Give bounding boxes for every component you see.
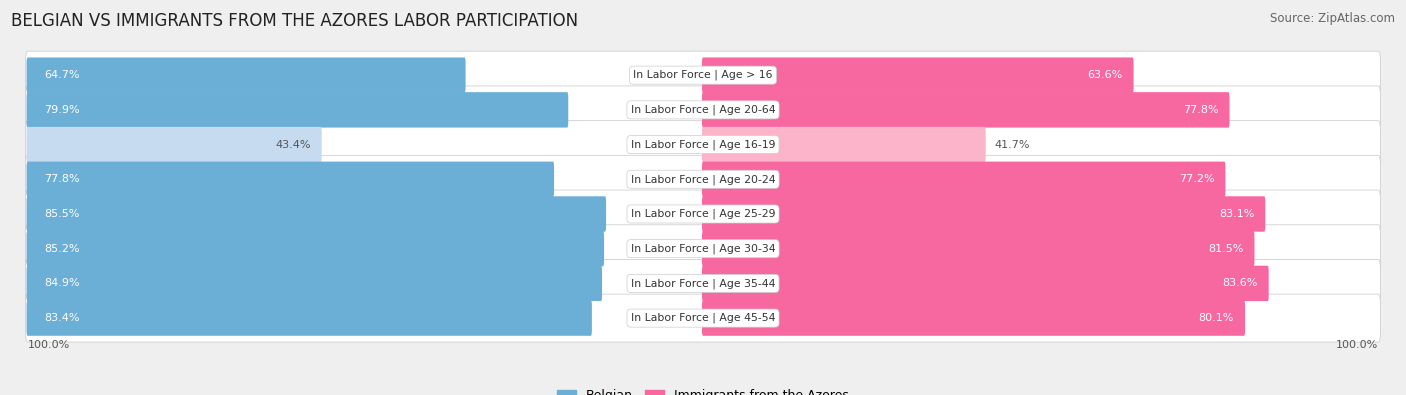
Text: In Labor Force | Age 20-24: In Labor Force | Age 20-24 — [631, 174, 775, 184]
Text: 84.9%: 84.9% — [45, 278, 80, 288]
FancyBboxPatch shape — [702, 301, 1246, 336]
FancyBboxPatch shape — [27, 162, 554, 197]
Text: 85.2%: 85.2% — [45, 244, 80, 254]
Text: 83.4%: 83.4% — [45, 313, 80, 323]
FancyBboxPatch shape — [702, 127, 986, 162]
FancyBboxPatch shape — [702, 196, 1265, 232]
Text: 80.1%: 80.1% — [1198, 313, 1234, 323]
FancyBboxPatch shape — [702, 231, 1254, 266]
Text: In Labor Force | Age 25-29: In Labor Force | Age 25-29 — [631, 209, 775, 219]
Text: 77.8%: 77.8% — [1182, 105, 1219, 115]
Text: BELGIAN VS IMMIGRANTS FROM THE AZORES LABOR PARTICIPATION: BELGIAN VS IMMIGRANTS FROM THE AZORES LA… — [11, 12, 578, 30]
FancyBboxPatch shape — [25, 294, 1381, 342]
FancyBboxPatch shape — [702, 57, 1133, 93]
Text: In Labor Force | Age 35-44: In Labor Force | Age 35-44 — [631, 278, 775, 289]
FancyBboxPatch shape — [702, 92, 1229, 128]
FancyBboxPatch shape — [25, 155, 1381, 203]
Text: 81.5%: 81.5% — [1208, 244, 1243, 254]
Text: Source: ZipAtlas.com: Source: ZipAtlas.com — [1270, 12, 1395, 25]
FancyBboxPatch shape — [25, 51, 1381, 99]
Text: 64.7%: 64.7% — [45, 70, 80, 80]
Text: 41.7%: 41.7% — [995, 139, 1031, 150]
FancyBboxPatch shape — [25, 225, 1381, 273]
Legend: Belgian, Immigrants from the Azores: Belgian, Immigrants from the Azores — [553, 384, 853, 395]
Text: 77.2%: 77.2% — [1178, 174, 1215, 184]
Text: 100.0%: 100.0% — [28, 340, 70, 350]
FancyBboxPatch shape — [27, 196, 606, 232]
FancyBboxPatch shape — [27, 127, 322, 162]
FancyBboxPatch shape — [27, 266, 602, 301]
Text: 83.6%: 83.6% — [1222, 278, 1257, 288]
FancyBboxPatch shape — [25, 86, 1381, 134]
Text: In Labor Force | Age 20-64: In Labor Force | Age 20-64 — [631, 105, 775, 115]
Text: 83.1%: 83.1% — [1219, 209, 1254, 219]
Text: 100.0%: 100.0% — [1336, 340, 1378, 350]
FancyBboxPatch shape — [27, 301, 592, 336]
Text: 77.8%: 77.8% — [45, 174, 80, 184]
FancyBboxPatch shape — [27, 231, 605, 266]
Text: In Labor Force | Age 16-19: In Labor Force | Age 16-19 — [631, 139, 775, 150]
Text: 63.6%: 63.6% — [1087, 70, 1122, 80]
Text: In Labor Force | Age 45-54: In Labor Force | Age 45-54 — [631, 313, 775, 324]
FancyBboxPatch shape — [27, 57, 465, 93]
FancyBboxPatch shape — [25, 260, 1381, 307]
FancyBboxPatch shape — [25, 190, 1381, 238]
FancyBboxPatch shape — [702, 162, 1226, 197]
FancyBboxPatch shape — [702, 266, 1268, 301]
Text: In Labor Force | Age > 16: In Labor Force | Age > 16 — [633, 70, 773, 81]
FancyBboxPatch shape — [25, 120, 1381, 169]
Text: 85.5%: 85.5% — [45, 209, 80, 219]
Text: In Labor Force | Age 30-34: In Labor Force | Age 30-34 — [631, 243, 775, 254]
FancyBboxPatch shape — [27, 92, 568, 128]
Text: 43.4%: 43.4% — [276, 139, 311, 150]
Text: 79.9%: 79.9% — [45, 105, 80, 115]
